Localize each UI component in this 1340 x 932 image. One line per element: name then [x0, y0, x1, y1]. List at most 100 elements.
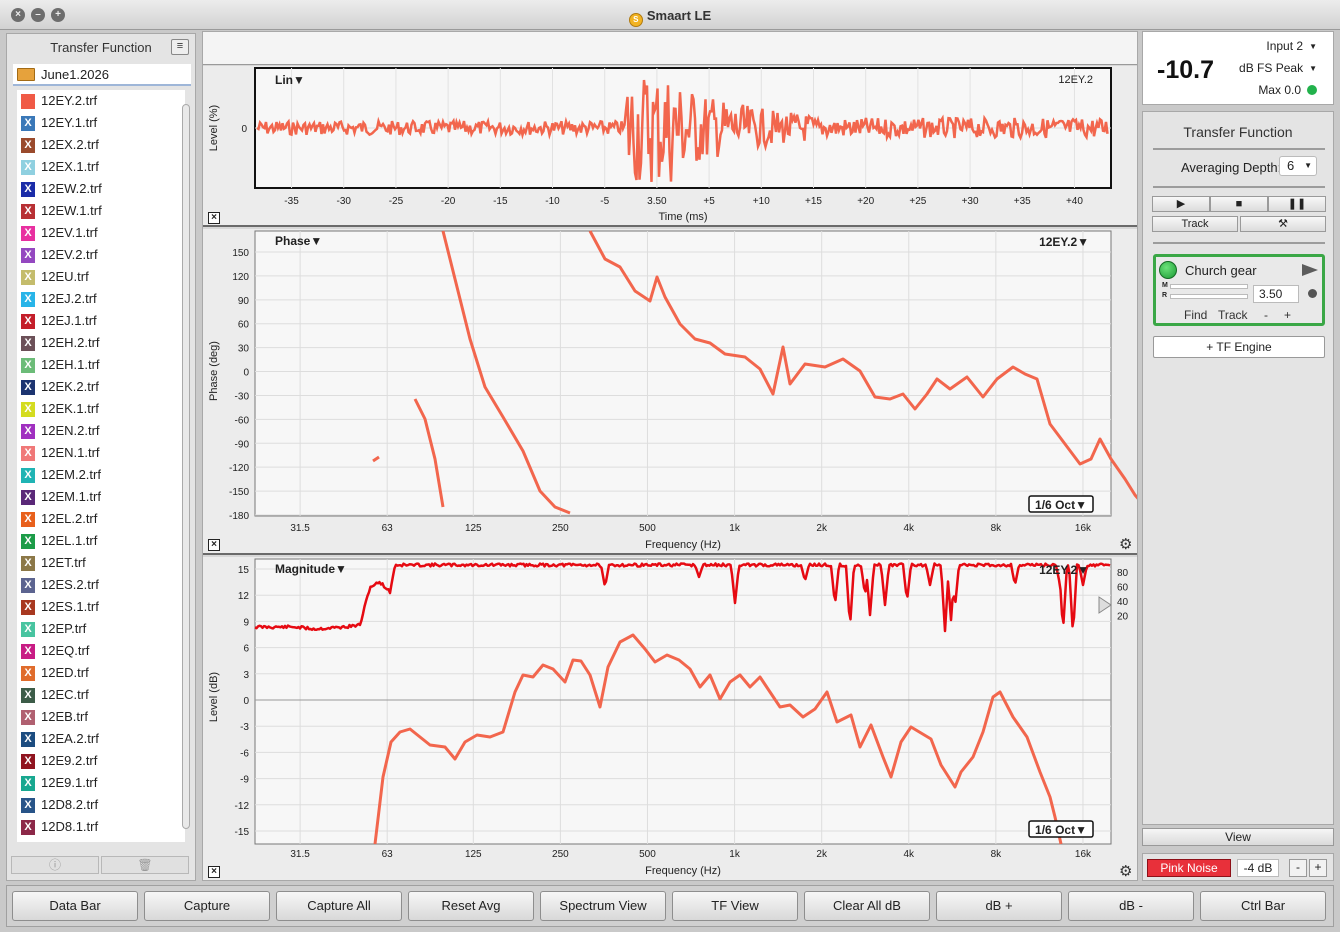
find-delay-button[interactable]: Find	[1184, 308, 1208, 322]
pink-noise-button[interactable]: Pink Noise	[1147, 859, 1231, 877]
file-item[interactable]: X 12EC.trf	[17, 684, 185, 706]
scroll-thumb[interactable]	[182, 104, 190, 829]
file-item[interactable]: X 12EH.2.trf	[17, 332, 185, 354]
magnitude-panel: 31.5 63 125 250 500 1k 2k 4k 8k 16k 15 12 9 6 3 0 -3 -6 -9…	[203, 557, 1137, 880]
delay-minus-button[interactable]: -	[1264, 308, 1268, 322]
file-item[interactable]: X 12EU.trf	[17, 266, 185, 288]
info-button[interactable]: ⓘ	[11, 856, 99, 874]
smoothing-box[interactable]	[1028, 495, 1094, 513]
file-item[interactable]: X 12EP.trf	[17, 618, 185, 640]
measurement-select[interactable]: 12EY.2▼	[1039, 563, 1089, 577]
command-button-reset-avg[interactable]: Reset Avg	[408, 891, 534, 921]
file-item[interactable]: X 12EV.2.trf	[17, 244, 185, 266]
file-item[interactable]: X 12EM.2.trf	[17, 464, 185, 486]
command-button-data-bar[interactable]: Data Bar	[12, 891, 138, 921]
command-button-capture[interactable]: Capture	[144, 891, 270, 921]
track-delay-button[interactable]: Track	[1218, 308, 1248, 322]
command-button-db[interactable]: dB +	[936, 891, 1062, 921]
measurement-select[interactable]: 12EY.2▼	[1039, 235, 1089, 249]
plot-type-select[interactable]: Phase▼	[275, 234, 322, 248]
file-item[interactable]: X 12ES.1.trf	[17, 596, 185, 618]
file-name: 12EU.trf	[41, 269, 89, 284]
close-panel-icon[interactable]: ×	[208, 866, 220, 878]
file-item[interactable]: X 12EJ.1.trf	[17, 310, 185, 332]
command-button-db[interactable]: dB -	[1068, 891, 1194, 921]
add-tf-engine-button[interactable]: + TF Engine	[1153, 336, 1325, 358]
file-item[interactable]: X 12D8.2.trf	[17, 794, 185, 816]
file-item[interactable]: X 12EK.1.trf	[17, 398, 185, 420]
noise-level-field[interactable]: -4 dB	[1237, 859, 1279, 877]
close-panel-icon[interactable]: ×	[208, 212, 220, 224]
command-button-capture-all[interactable]: Capture All	[276, 891, 402, 921]
file-item[interactable]: X 12EJ.2.trf	[17, 288, 185, 310]
magnitude-plot[interactable]: 31.5 63 125 250 500 1k 2k 4k 8k 16k15129630-3-6-9…	[203, 557, 1137, 880]
delete-button[interactable]: 🗑	[101, 856, 189, 874]
command-button-spectrum-view[interactable]: Spectrum View	[540, 891, 666, 921]
command-button-clear-all-db[interactable]: Clear All dB	[804, 891, 930, 921]
file-name: 12ED.trf	[41, 665, 89, 680]
engine-play-icon[interactable]	[1302, 264, 1318, 276]
x-tick-label: 4k	[903, 523, 915, 534]
file-item[interactable]: X 12EW.2.trf	[17, 178, 185, 200]
file-item[interactable]: X 12ES.2.trf	[17, 574, 185, 596]
input-select[interactable]: Input 2 ▼	[1266, 39, 1317, 53]
track-button[interactable]: Track	[1152, 216, 1238, 232]
file-item[interactable]: 12EY.2.trf	[17, 90, 185, 112]
file-item[interactable]: X 12EM.1.trf	[17, 486, 185, 508]
plot-toolbar	[203, 32, 1137, 65]
tf-engine-card[interactable]: Church gear M R 3.50 Find Track - +	[1153, 254, 1325, 326]
file-item[interactable]: X 12EN.1.trf	[17, 442, 185, 464]
gear-icon[interactable]: ⚙	[1119, 536, 1133, 553]
file-item[interactable]: X 12EV.1.trf	[17, 222, 185, 244]
file-item[interactable]: X 12EW.1.trf	[17, 200, 185, 222]
command-button-ctrl-bar[interactable]: Ctrl Bar	[1200, 891, 1326, 921]
tools-button[interactable]: ⚒	[1240, 216, 1326, 232]
file-item[interactable]: X 12EB.trf	[17, 706, 185, 728]
plot-type-select[interactable]: Lin▼	[275, 73, 305, 87]
file-item[interactable]: X 12EA.2.trf	[17, 728, 185, 750]
pause-button[interactable]: ❚❚	[1268, 196, 1326, 212]
close-panel-icon[interactable]: ×	[208, 539, 220, 551]
file-item[interactable]: X 12EX.2.trf	[17, 134, 185, 156]
zoom-window-icon[interactable]: +	[51, 8, 65, 22]
file-item[interactable]: X 12EQ.trf	[17, 640, 185, 662]
smoothing-select[interactable]: 1/6 Oct▼	[1035, 498, 1087, 512]
file-item[interactable]: X 12D8.1.trf	[17, 816, 185, 838]
file-item[interactable]: X 12EK.2.trf	[17, 376, 185, 398]
close-window-icon[interactable]: ×	[11, 8, 25, 22]
file-item[interactable]: X 12EN.2.trf	[17, 420, 185, 442]
file-list-scrollbar[interactable]	[181, 92, 191, 842]
impulse-response-plot[interactable]: -35 -30 -25 -20 -15 -10 -5 3.50 +5 +10 +15 +20 +25 +3…	[203, 66, 1137, 227]
play-button[interactable]: ▶	[1152, 196, 1210, 212]
file-item[interactable]: X 12EX.1.trf	[17, 156, 185, 178]
file-item[interactable]: X 12EL.1.trf	[17, 530, 185, 552]
folder-row[interactable]: June1.2026	[13, 64, 191, 86]
plot-type-select[interactable]: Magnitude▼	[275, 562, 347, 576]
delay-plus-button[interactable]: +	[1284, 308, 1292, 322]
sidebar-menu-icon[interactable]: ≡	[171, 39, 189, 55]
smoothing-select[interactable]: 1/6 Oct▼	[1035, 823, 1087, 837]
noise-plus-button[interactable]: +	[1309, 859, 1327, 877]
file-item[interactable]: X 12EH.1.trf	[17, 354, 185, 376]
engine-status-icon[interactable]	[1159, 261, 1177, 279]
command-button-tf-view[interactable]: TF View	[672, 891, 798, 921]
file-item[interactable]: X 12E9.2.trf	[17, 750, 185, 772]
file-item[interactable]: X 12EL.2.trf	[17, 508, 185, 530]
smoothing-box[interactable]	[1028, 820, 1094, 838]
gear-icon[interactable]: ⚙	[1119, 863, 1133, 880]
y-tick-label: 15	[238, 565, 250, 576]
averaging-select[interactable]: 6 ▼	[1279, 156, 1317, 176]
file-item[interactable]: X 12ED.trf	[17, 662, 185, 684]
phase-plot[interactable]: 31.5 63 125 250 500 1k 2k 4k 8k 16k 150 120 90 60 30 0 -…	[203, 229, 1137, 555]
view-button[interactable]: View	[1142, 828, 1334, 846]
file-item[interactable]: X 12E9.1.trf	[17, 772, 185, 794]
file-item[interactable]: X 12EY.1.trf	[17, 112, 185, 134]
x-tick-label: +15	[805, 196, 822, 207]
noise-minus-button[interactable]: -	[1289, 859, 1307, 877]
coherence-scale-handle-icon[interactable]	[1098, 596, 1112, 614]
file-item[interactable]: X 12ET.trf	[17, 552, 185, 574]
delay-input[interactable]: 3.50	[1253, 285, 1299, 303]
minimize-window-icon[interactable]: –	[31, 8, 45, 22]
meter-unit-select[interactable]: dB FS Peak ▼	[1239, 61, 1317, 75]
stop-button[interactable]: ■	[1210, 196, 1268, 212]
